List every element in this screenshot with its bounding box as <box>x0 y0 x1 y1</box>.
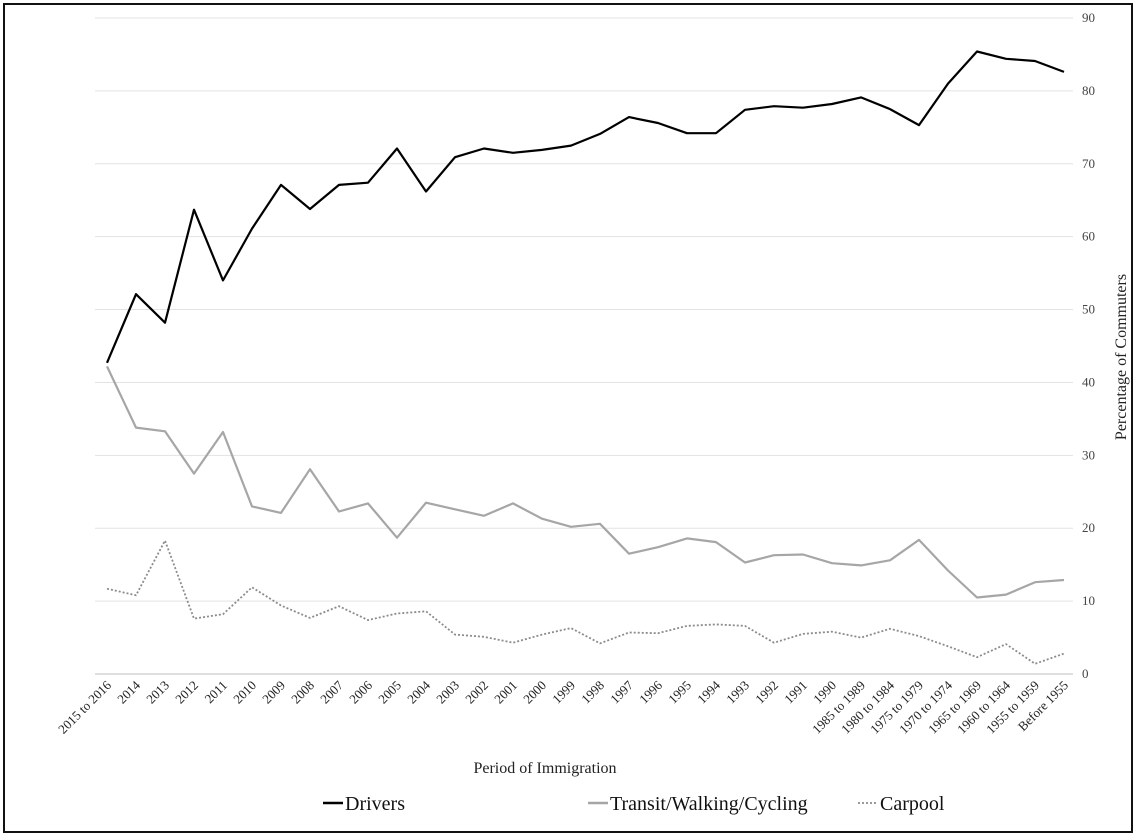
legend-label: Transit/Walking/Cycling <box>610 793 808 815</box>
series-line-drivers <box>105 50 1065 364</box>
gridlines <box>95 17 1073 675</box>
y-tick-label: 40 <box>1082 374 1095 389</box>
x-tick-label: 2001 <box>491 678 520 707</box>
x-tick-label: 1993 <box>723 678 752 707</box>
x-tick-label: 2009 <box>259 678 288 707</box>
y-tick-label: 0 <box>1082 666 1089 681</box>
y-tick-label: 20 <box>1082 520 1095 535</box>
y-tick-label: 80 <box>1082 83 1095 98</box>
x-tick-label: 2002 <box>462 678 491 707</box>
x-tick-label: 1998 <box>578 678 607 707</box>
x-tick-label: 1996 <box>636 677 665 706</box>
x-tick-label: 2010 <box>230 678 259 707</box>
legend-label: Carpool <box>880 793 945 815</box>
y-tick-label: 70 <box>1082 156 1095 171</box>
series-line-transit-walking-cycling <box>106 365 1065 599</box>
x-tick-label: 2003 <box>433 678 462 707</box>
y-tick-label: 90 <box>1082 10 1095 25</box>
x-tick-label: 1995 <box>665 678 694 707</box>
y-tick-label: 60 <box>1082 229 1095 244</box>
x-tick-label: 1999 <box>549 678 578 707</box>
x-axis-ticks: 2015 to 2016 2014 2013 2012 2011 2010 2009 2008… <box>55 677 1071 736</box>
x-tick-label: 2012 <box>172 678 201 707</box>
y-axis-ticks: 0 10 20 30 40 50 60 70 80 90 <box>1082 10 1095 681</box>
x-tick-label: 2014 <box>114 677 143 706</box>
x-tick-label: 2006 <box>346 677 375 706</box>
x-tick-label: 2013 <box>143 678 172 707</box>
y-tick-label: 30 <box>1082 447 1095 462</box>
legend-label: Drivers <box>345 793 405 815</box>
x-tick-label: 1991 <box>781 678 810 707</box>
x-tick-label: 2011 <box>201 678 230 707</box>
x-tick-label: 2007 <box>317 677 346 706</box>
x-axis-title: Period of Immigration <box>473 760 616 777</box>
x-tick-label: 2015 to 2016 <box>55 677 114 736</box>
y-tick-label: 50 <box>1082 302 1095 317</box>
x-tick-label: 1994 <box>694 677 723 706</box>
series-line-carpool <box>106 539 1065 665</box>
x-tick-label: 1992 <box>752 678 781 707</box>
legend: Drivers Transit/Walking/Cycling Carpool <box>323 793 945 815</box>
series-lines <box>105 50 1065 665</box>
x-tick-label: 2000 <box>520 678 549 707</box>
x-tick-label: 1997 <box>607 677 636 706</box>
x-tick-label: 2005 <box>375 678 404 707</box>
x-tick-label: 2008 <box>288 678 317 707</box>
x-tick-label: 2004 <box>404 677 433 706</box>
y-axis-title: Percentage of Commuters <box>1113 274 1130 440</box>
y-tick-label: 10 <box>1082 593 1095 608</box>
